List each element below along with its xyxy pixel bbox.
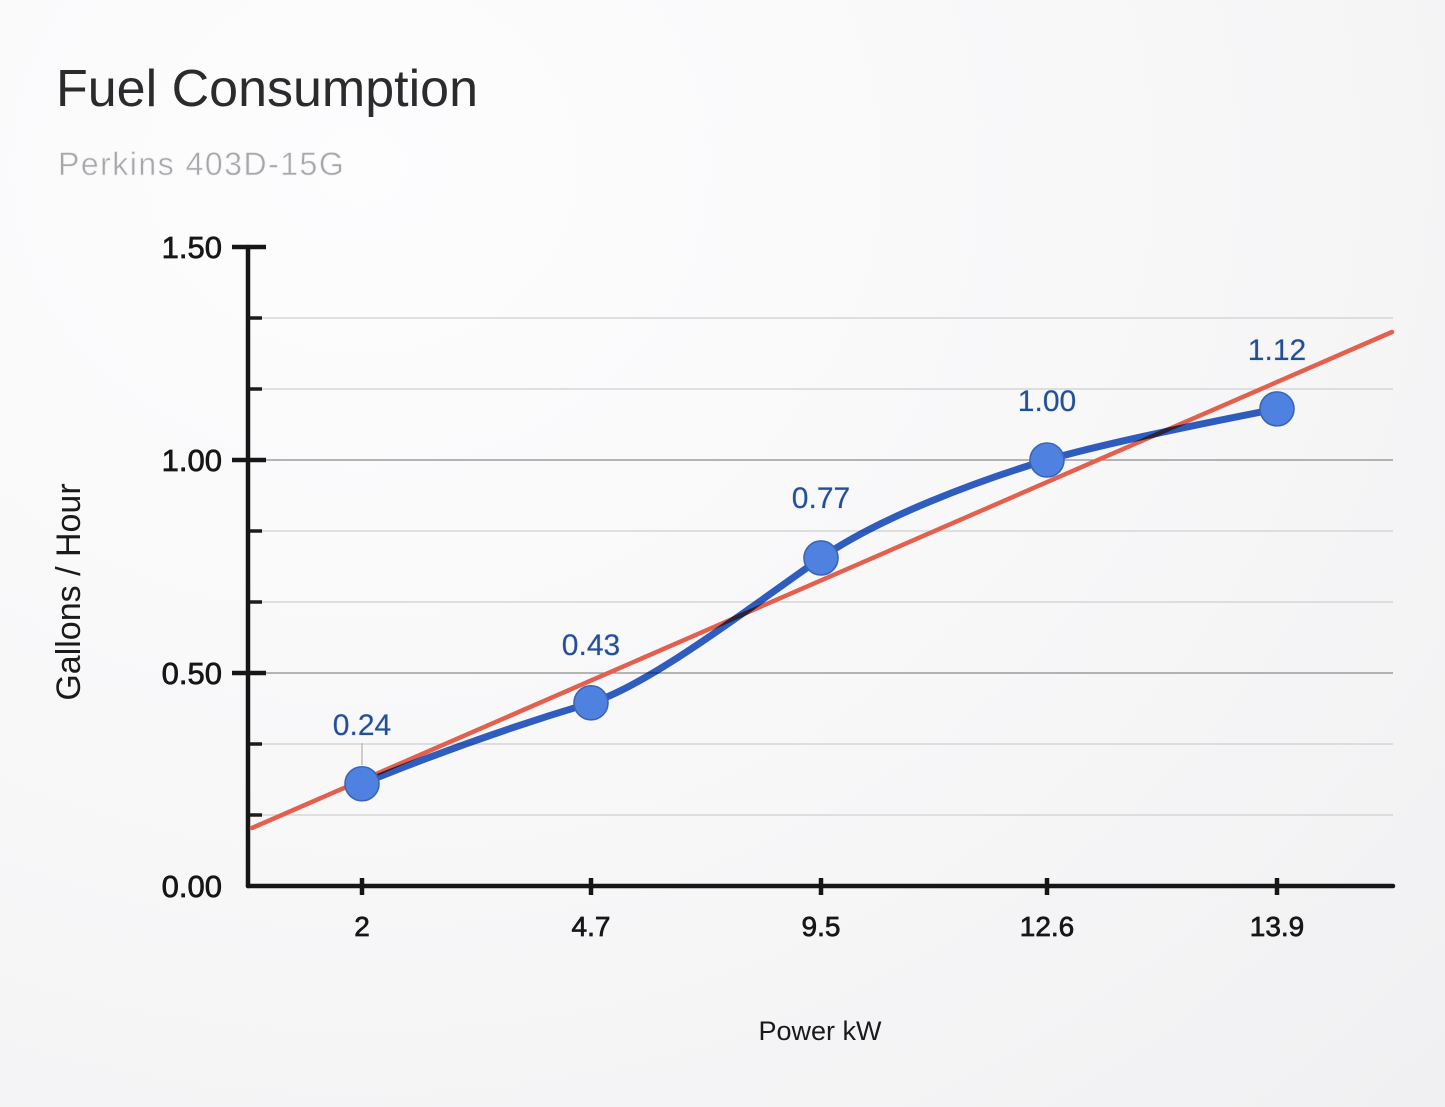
svg-text:4.7: 4.7 xyxy=(572,911,611,942)
svg-text:Gallons / Hour: Gallons / Hour xyxy=(50,483,88,700)
svg-text:2: 2 xyxy=(354,911,370,942)
svg-text:0.77: 0.77 xyxy=(792,482,850,515)
svg-text:1.50: 1.50 xyxy=(162,230,222,265)
svg-text:1.12: 1.12 xyxy=(1248,334,1306,367)
svg-text:0.00: 0.00 xyxy=(162,869,222,904)
svg-text:0.24: 0.24 xyxy=(333,709,391,742)
svg-text:0.43: 0.43 xyxy=(562,629,620,662)
svg-text:Power kW: Power kW xyxy=(758,1016,882,1046)
svg-text:9.5: 9.5 xyxy=(802,911,841,942)
svg-text:0.50: 0.50 xyxy=(162,656,222,691)
svg-text:13.9: 13.9 xyxy=(1250,911,1305,942)
svg-text:1.00: 1.00 xyxy=(1018,385,1076,418)
svg-text:1.00: 1.00 xyxy=(162,443,222,478)
svg-text:12.6: 12.6 xyxy=(1020,911,1075,942)
